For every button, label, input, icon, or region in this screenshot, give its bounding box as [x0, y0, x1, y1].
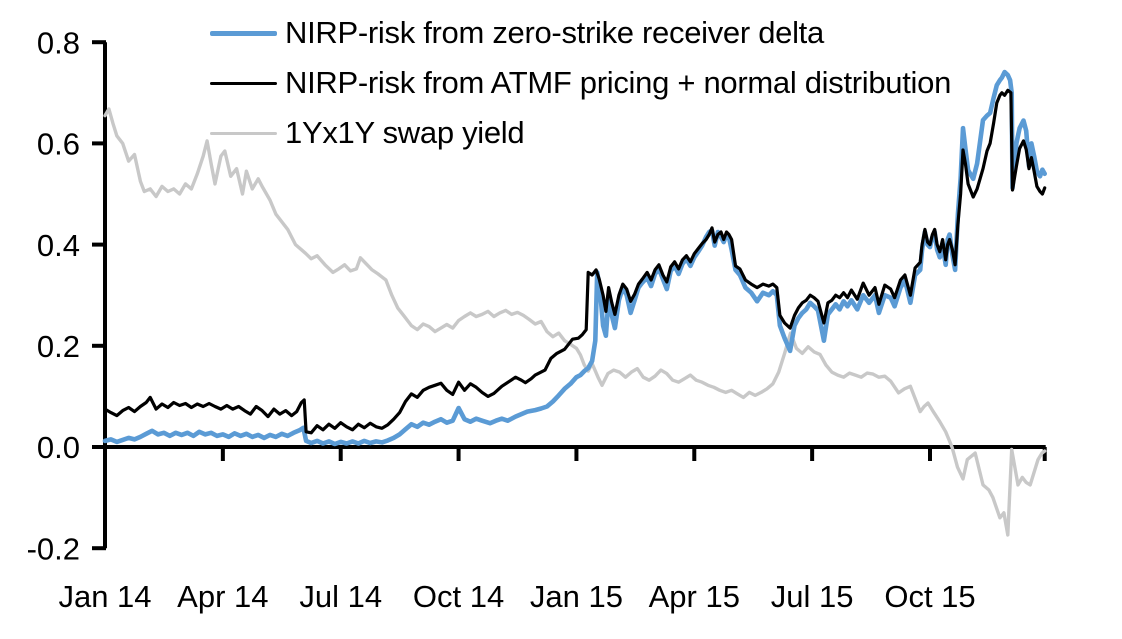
- legend-line-swatch-gray: [210, 131, 277, 135]
- x-tick-label: Oct 15: [884, 579, 975, 614]
- legend-item-zero-strike: NIRP-risk from zero-strike receiver delt…: [210, 8, 951, 58]
- y-tick-label: 0.0: [37, 430, 80, 465]
- legend-label: NIRP-risk from ATMF pricing + normal dis…: [285, 65, 952, 100]
- x-tick-label: Jan 15: [530, 579, 623, 614]
- x-tick-label: Jul 14: [299, 579, 382, 614]
- x-tick-label: Jul 15: [771, 579, 854, 614]
- chart-legend: NIRP-risk from zero-strike receiver delt…: [210, 8, 951, 158]
- y-tick-label: -0.2: [27, 531, 80, 566]
- x-tick-label: Jan 14: [58, 579, 151, 614]
- x-tick-label: Apr 15: [649, 579, 740, 614]
- y-tick-label: 0.8: [37, 25, 80, 60]
- legend-line-swatch-blue: [210, 30, 277, 36]
- series-line-atmf-normal: [103, 88, 1047, 435]
- legend-line-swatch-black: [210, 81, 277, 85]
- series-line-swap-yield: [103, 107, 1047, 537]
- x-tick-label: Apr 14: [177, 579, 268, 614]
- legend-label: 1Yx1Y swap yield: [285, 115, 525, 150]
- y-tick-label: 0.4: [37, 228, 80, 263]
- legend-label: NIRP-risk from zero-strike receiver delt…: [285, 15, 824, 50]
- legend-item-swap-yield: 1Yx1Y swap yield: [210, 108, 951, 158]
- legend-item-atmf: NIRP-risk from ATMF pricing + normal dis…: [210, 58, 951, 108]
- y-tick-label: 0.6: [37, 127, 80, 162]
- x-tick-label: Oct 14: [413, 579, 504, 614]
- y-tick-label: 0.2: [37, 329, 80, 364]
